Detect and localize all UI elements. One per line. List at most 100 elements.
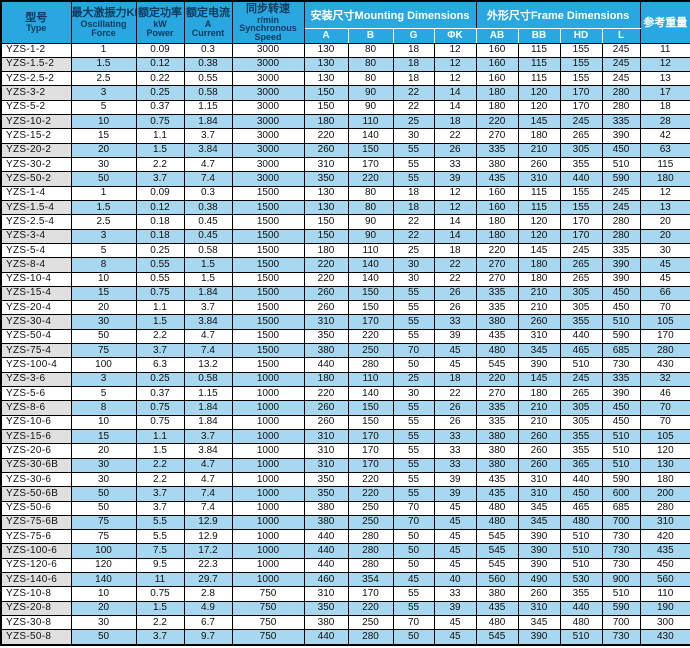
value-cell: 0.22 [135,71,185,87]
value-cell: 55 [392,300,435,316]
model-type-cell: YZS-1.5-4 [0,199,72,216]
value-cell: 260 [517,586,561,602]
value-cell: 7.5 [135,543,185,559]
value-cell: 380 [475,314,519,330]
model-type-cell: YZS-30-8 [0,614,72,631]
value-cell: 365 [559,457,603,473]
value-cell: 310 [517,171,561,187]
col-header-type: 型号 Type [0,0,72,44]
value-cell: 3.84 [183,314,233,330]
value-cell: 22 [392,214,435,230]
value-cell: 115 [517,56,561,73]
value-cell: 45 [433,514,477,531]
value-cell: 1.84 [183,400,233,416]
value-cell: 55 [392,414,435,430]
model-type-cell: YZS-100-4 [0,357,72,373]
value-cell: 1500 [231,185,305,201]
value-cell: 10 [70,586,137,602]
value-cell: 70 [392,343,435,359]
value-cell: 1.5 [70,56,137,73]
value-cell: 50 [70,328,137,345]
value-cell: 380 [475,443,519,459]
value-cell: 730 [601,629,641,646]
value-cell: 380 [475,428,519,445]
value-cell: 5.5 [135,514,185,531]
table-row: YZS-1.5-2 1.5 0.12 0.38 3000 130 80 18 12 160 115 1… [0,56,690,73]
value-cell: 440 [559,600,603,617]
model-type-cell: YZS-30-6 [0,471,72,488]
value-cell: 450 [639,557,690,574]
value-cell: 55 [392,285,435,302]
value-cell: 750 [231,600,305,617]
value-cell: 55 [392,314,435,330]
table-row: YZS-140-6 140 11 29.7 1000 460 354 45 40 560 490 53… [0,572,690,588]
col-header-type-zh: 型号 [25,11,48,24]
value-cell: 15 [70,428,137,445]
value-cell: 2.5 [70,214,137,230]
value-cell: 450 [601,414,641,430]
model-type-cell: YZS-75-6 [0,529,72,545]
value-cell: 310 [303,457,349,473]
value-cell: 510 [601,443,641,459]
value-cell: 17.2 [183,543,233,559]
value-cell: 245 [601,56,641,73]
value-cell: 310 [639,514,690,531]
table-row: YZS-3-4 3 0.18 0.45 1500 150 90 22 14 180 120 170 28… [0,228,690,244]
value-cell: 350 [303,471,349,488]
value-cell: 1500 [231,343,305,359]
value-cell: 380 [303,614,349,631]
value-cell: 50 [392,557,435,574]
value-cell: 1 [70,42,137,58]
value-cell: 355 [559,314,603,330]
value-cell: 115 [639,156,690,173]
value-cell: 450 [601,300,641,316]
value-cell: 80 [347,42,394,58]
value-cell: 545 [475,629,519,646]
value-cell: 12 [433,185,477,201]
value-cell: 10 [70,271,137,287]
value-cell: 350 [303,171,349,187]
value-cell: 310 [517,471,561,488]
value-cell: 45 [433,557,477,574]
value-cell: 1000 [231,557,305,574]
model-type-cell: YZS-5-6 [0,385,72,402]
value-cell: 50 [392,529,435,545]
value-cell: 30 [639,242,690,259]
value-cell: 280 [601,85,641,101]
value-cell: 18 [392,199,435,216]
model-type-cell: YZS-15-4 [0,285,72,302]
value-cell: 3000 [231,171,305,187]
value-cell: 1.15 [183,385,233,402]
value-cell: 150 [347,285,394,302]
value-cell: 22 [433,257,477,273]
model-type-cell: YZS-10-4 [0,271,72,287]
model-type-cell: YZS-1-2 [0,42,72,58]
model-type-cell: YZS-50-8 [0,629,72,646]
value-cell: 265 [559,257,603,273]
value-cell: 1.5 [183,257,233,273]
value-cell: 510 [601,428,641,445]
value-cell: 110 [347,371,394,388]
value-cell: 55 [392,400,435,416]
value-cell: 390 [517,557,561,574]
value-cell: 2.2 [135,328,185,345]
value-cell: 1.15 [183,99,233,116]
model-type-cell: YZS-30-6B [0,457,72,473]
value-cell: 20 [70,300,137,316]
value-cell: 0.25 [135,371,185,388]
value-cell: 170 [347,156,394,173]
value-cell: 30 [392,128,435,144]
value-cell: 280 [639,500,690,516]
value-cell: 590 [601,471,641,488]
value-cell: 30 [392,257,435,273]
col-header-force-en1: Oscillating [80,19,127,30]
value-cell: 220 [475,114,519,130]
value-cell: 3000 [231,71,305,87]
value-cell: 18 [392,71,435,87]
value-cell: 3.7 [183,128,233,144]
table-row: YZS-100-4 100 6.3 13.2 1500 440 280 50 45 545 390 5… [0,357,690,373]
value-cell: 480 [475,614,519,631]
value-cell: 305 [559,414,603,430]
value-cell: 440 [559,471,603,488]
col-header-a: A [303,27,349,44]
